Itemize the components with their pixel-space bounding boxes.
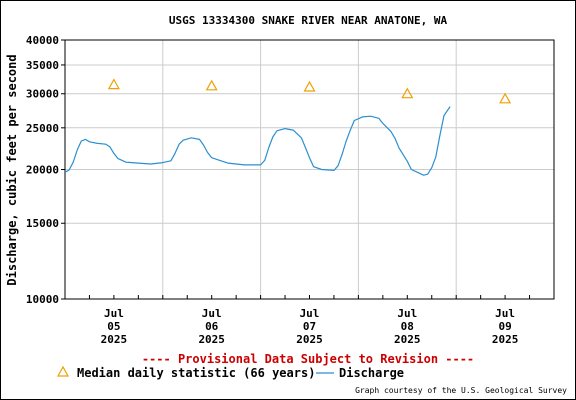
x-tick-label: Jul: [495, 307, 515, 320]
y-tick-label: 30000: [26, 88, 59, 101]
y-axis-label: Discharge, cubic feet per second: [5, 54, 19, 285]
series-layer: [64, 78, 512, 176]
credit-text: Graph courtesy of the U.S. Geological Su…: [355, 386, 567, 395]
grid-lines: [65, 39, 554, 300]
x-tick-label: Jul: [397, 307, 417, 320]
x-tick-label: 07: [303, 320, 316, 333]
y-tick-label: 15000: [26, 217, 59, 230]
chart-title: USGS 13334300 SNAKE RIVER NEAR ANATONE, …: [169, 14, 448, 27]
x-tick-label: 05: [107, 320, 120, 333]
y-tick-label: 40000: [26, 34, 59, 47]
x-tick-label: 2025: [296, 333, 323, 346]
x-tick-label: Jul: [300, 307, 320, 320]
y-axis-ticks: 40000 35000 30000 25000 20000 15000 10000: [26, 34, 65, 306]
median-marker: [499, 92, 512, 104]
x-tick-label: 08: [401, 320, 414, 333]
discharge-line: [64, 106, 451, 176]
y-tick-label: 25000: [26, 122, 59, 135]
median-marker: [303, 80, 316, 92]
x-tick-label: 06: [205, 320, 219, 333]
x-tick-label: 2025: [394, 333, 421, 346]
x-tick-label: 2025: [101, 333, 128, 346]
median-marker: [205, 79, 218, 91]
legend-triangle-icon: [56, 365, 70, 377]
legend-label-discharge: Discharge: [339, 366, 404, 380]
x-tick-label: 09: [498, 320, 511, 333]
x-tick-label: 2025: [198, 333, 225, 346]
median-marker: [401, 87, 414, 99]
x-tick-label: Jul: [104, 307, 124, 320]
y-tick-label: 10000: [26, 293, 59, 306]
median-marker: [107, 78, 120, 90]
x-tick-label: Jul: [202, 307, 222, 320]
provisional-notice: ---- Provisional Data Subject to Revisio…: [142, 352, 474, 366]
x-axis-ticks: Jul052025Jul062025Jul072025Jul082025Jul0…: [101, 307, 519, 346]
y-tick-label: 20000: [26, 164, 59, 177]
legend: Median daily statistic (66 years) Discha…: [56, 365, 404, 380]
y-tick-label: 35000: [26, 59, 59, 72]
legend-label-median: Median daily statistic (66 years): [77, 366, 315, 380]
x-tick-label: 2025: [492, 333, 519, 346]
